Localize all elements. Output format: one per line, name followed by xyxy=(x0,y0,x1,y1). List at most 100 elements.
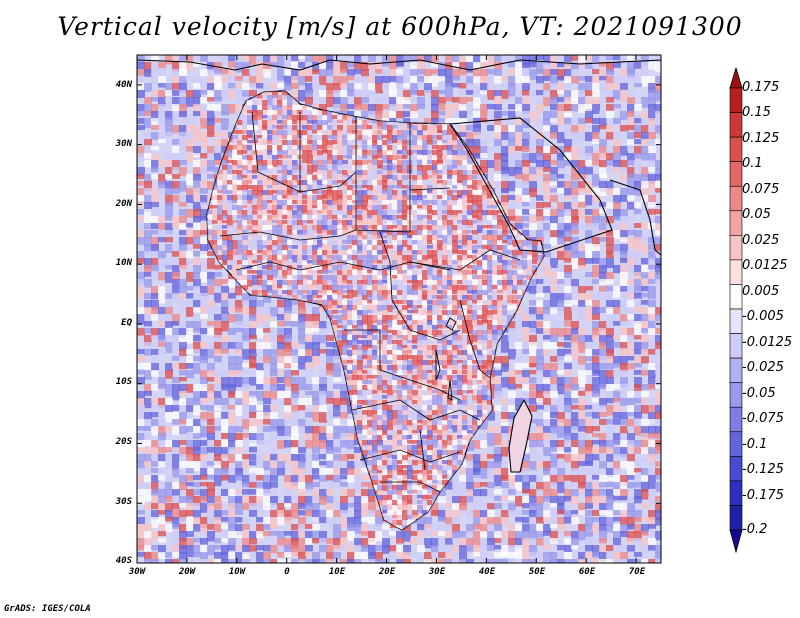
field-cell xyxy=(487,468,495,477)
field-cell xyxy=(354,503,362,512)
field-cell xyxy=(473,531,481,538)
field-cell xyxy=(480,55,488,63)
field-cell xyxy=(382,97,390,104)
field-cell xyxy=(235,545,243,550)
field-cell xyxy=(151,230,159,235)
field-cell xyxy=(242,384,250,395)
field-cell xyxy=(256,454,264,463)
field-cell xyxy=(179,160,187,166)
field-cell xyxy=(487,524,495,530)
field-cell xyxy=(158,377,166,387)
field-cell xyxy=(340,440,348,448)
field-cell xyxy=(655,398,661,408)
field-cell xyxy=(599,202,607,207)
field-cell xyxy=(564,125,572,132)
field-cell xyxy=(368,83,376,92)
field-cell xyxy=(501,335,509,343)
field-cell xyxy=(613,524,621,532)
field-cell xyxy=(648,426,656,435)
field-cell xyxy=(564,314,572,321)
field-cell xyxy=(256,412,264,420)
field-cell xyxy=(144,531,152,539)
field-cell xyxy=(473,433,481,440)
field-cell xyxy=(151,307,159,316)
field-cell xyxy=(158,405,166,410)
field-cell xyxy=(158,76,166,87)
field-cell xyxy=(151,503,159,510)
field-cell xyxy=(641,538,649,549)
field-cell xyxy=(459,468,467,474)
field-cell xyxy=(158,384,166,389)
field-cell xyxy=(179,335,187,347)
field-cell xyxy=(536,69,544,75)
field-cell xyxy=(487,538,495,546)
field-cell xyxy=(165,482,173,490)
field-cell xyxy=(137,293,145,299)
field-cell xyxy=(235,510,243,515)
field-cell xyxy=(655,76,661,86)
field-cell xyxy=(165,412,173,423)
field-cell xyxy=(298,335,306,345)
field-cell xyxy=(543,552,551,559)
field-cell xyxy=(564,293,572,304)
field-cell xyxy=(340,55,348,66)
field-cell xyxy=(270,496,278,506)
field-cell xyxy=(508,132,516,142)
field-cell xyxy=(158,538,166,543)
field-cell xyxy=(305,328,313,334)
field-cell xyxy=(536,97,544,106)
field-cell xyxy=(473,454,481,464)
field-cell xyxy=(557,104,565,112)
field-cell xyxy=(508,489,516,495)
field-cell xyxy=(172,335,180,347)
field-cell xyxy=(214,153,222,161)
field-cell xyxy=(515,111,523,116)
field-cell xyxy=(543,195,551,200)
field-cell xyxy=(620,307,628,314)
field-cell xyxy=(641,482,649,493)
field-cell xyxy=(557,342,565,347)
field-cell xyxy=(522,188,530,196)
field-cell xyxy=(137,237,145,245)
field-cell xyxy=(543,118,551,127)
field-cell xyxy=(312,517,320,522)
field-cell xyxy=(620,188,628,197)
field-cell xyxy=(179,258,187,269)
field-cell xyxy=(333,377,341,382)
field-cell xyxy=(627,468,635,478)
field-cell xyxy=(529,384,537,391)
field-cell xyxy=(319,76,327,86)
field-cell xyxy=(606,419,614,425)
field-cell xyxy=(305,300,313,308)
field-cell xyxy=(599,370,607,378)
field-cell xyxy=(256,559,264,563)
field-cell xyxy=(305,510,313,517)
field-cell xyxy=(592,307,600,315)
field-cell xyxy=(158,314,166,322)
field-cell xyxy=(564,482,572,489)
field-cell xyxy=(172,139,180,145)
field-cell xyxy=(228,475,236,483)
field-cell xyxy=(361,55,369,65)
field-cell xyxy=(515,216,523,223)
field-cell xyxy=(291,482,299,490)
field-cell xyxy=(648,244,656,251)
field-cell xyxy=(207,328,215,336)
field-cell xyxy=(452,496,460,504)
field-cell xyxy=(410,118,418,124)
field-cell xyxy=(214,125,222,134)
field-cell xyxy=(186,468,194,474)
field-cell xyxy=(193,195,201,201)
field-cell xyxy=(221,517,229,522)
field-cell xyxy=(256,83,264,89)
field-cell xyxy=(550,531,558,542)
field-cell xyxy=(256,370,264,379)
field-cell xyxy=(648,195,656,205)
field-cell xyxy=(494,104,502,111)
field-cell xyxy=(165,559,173,563)
field-cell xyxy=(186,517,194,525)
field-cell xyxy=(151,174,159,180)
field-cell xyxy=(347,559,355,563)
field-cell xyxy=(326,398,334,404)
field-cell xyxy=(235,300,243,310)
